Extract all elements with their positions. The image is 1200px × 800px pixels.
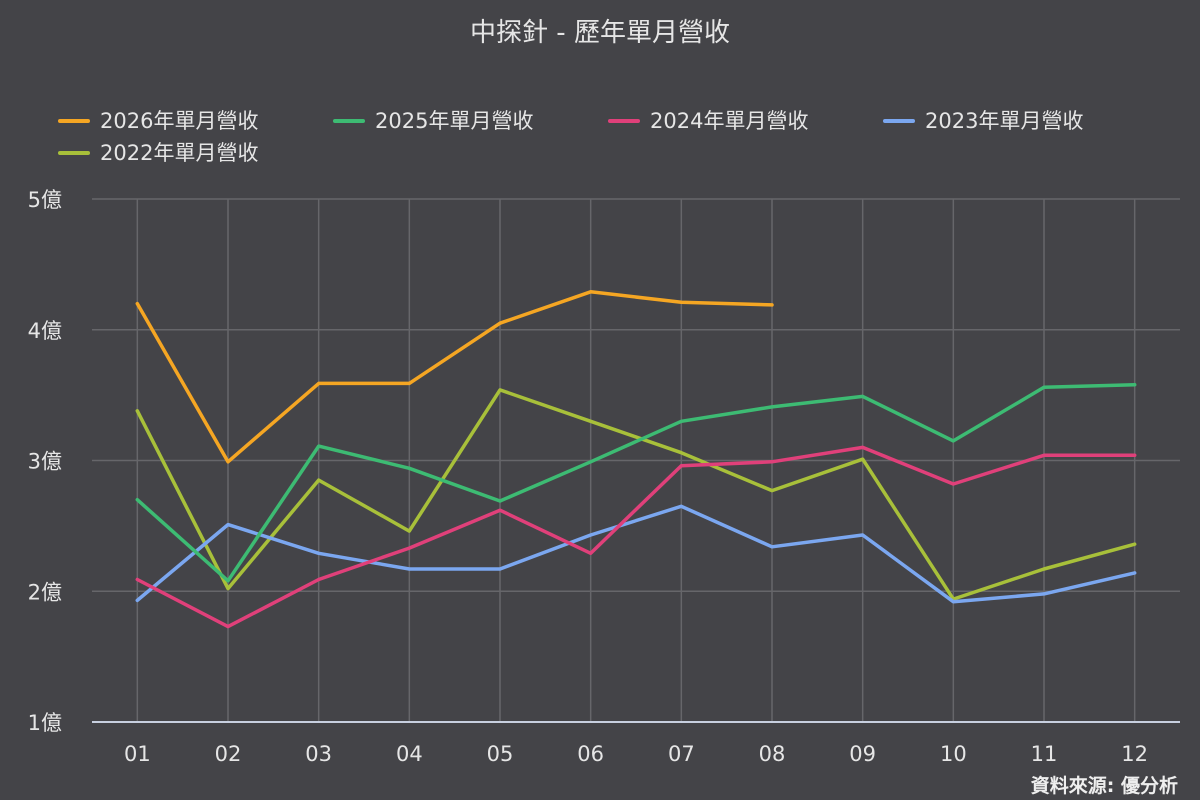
legend-swatch — [58, 151, 90, 155]
legend-item[interactable]: 2025年單月營收 — [333, 106, 608, 136]
x-tick-label: 05 — [487, 742, 514, 766]
series-line-2022年單月營收 — [135, 388, 1137, 601]
legend-label: 2023年單月營收 — [925, 109, 1084, 133]
series-line-2024年單月營收 — [135, 445, 1137, 629]
grid-layer — [92, 198, 1180, 722]
y-tick-label: 2億 — [28, 580, 62, 604]
x-tick-label: 10 — [940, 742, 967, 766]
axis-layer: 1億 2億 3億 4億 5億 01 02 03 04 05 06 07 08 09 10 11 12 — [28, 188, 1180, 766]
x-tick-label: 04 — [396, 742, 423, 766]
chart-title: 中探針 - 歷年單月營收 — [470, 18, 730, 48]
x-tick-label: 02 — [215, 742, 242, 766]
legend-item[interactable]: 2024年單月營收 — [608, 106, 883, 136]
legend-item[interactable]: 2022年單月營收 — [58, 138, 333, 168]
x-tick-label: 03 — [305, 742, 332, 766]
legend: 2026年單月營收 2025年單月營收 2024年單月營收 2023年單月營收 2022… — [58, 106, 1178, 168]
legend-swatch — [58, 119, 90, 123]
legend-item[interactable]: 2026年單月營收 — [58, 106, 333, 136]
x-tick-label: 12 — [1121, 742, 1148, 766]
y-tick-label: 1億 — [28, 711, 62, 735]
legend-swatch — [883, 119, 915, 123]
legend-label: 2025年單月營收 — [375, 109, 534, 133]
y-tick-label: 3億 — [28, 450, 62, 474]
y-tick-label: 5億 — [28, 188, 62, 212]
x-tick-label: 01 — [124, 742, 151, 766]
y-tick-label: 4億 — [28, 319, 62, 343]
x-tick-label: 07 — [668, 742, 695, 766]
x-tick-label: 06 — [577, 742, 604, 766]
series-line-2023年單月營收 — [135, 504, 1137, 604]
legend-label: 2022年單月營收 — [100, 141, 259, 165]
series-line-2025年單月營收 — [135, 382, 1137, 583]
series-line-2026年單月營收 — [135, 290, 774, 464]
legend-label: 2024年單月營收 — [650, 109, 809, 133]
legend-swatch — [333, 119, 365, 123]
legend-swatch — [608, 119, 640, 123]
x-tick-label: 11 — [1031, 742, 1058, 766]
legend-label: 2026年單月營收 — [100, 109, 259, 133]
x-tick-label: 08 — [759, 742, 786, 766]
source-credit: 資料來源: 優分析 — [1030, 775, 1178, 797]
series-layer — [135, 290, 1137, 629]
x-tick-label: 09 — [849, 742, 876, 766]
legend-item[interactable]: 2023年單月營收 — [883, 106, 1158, 136]
